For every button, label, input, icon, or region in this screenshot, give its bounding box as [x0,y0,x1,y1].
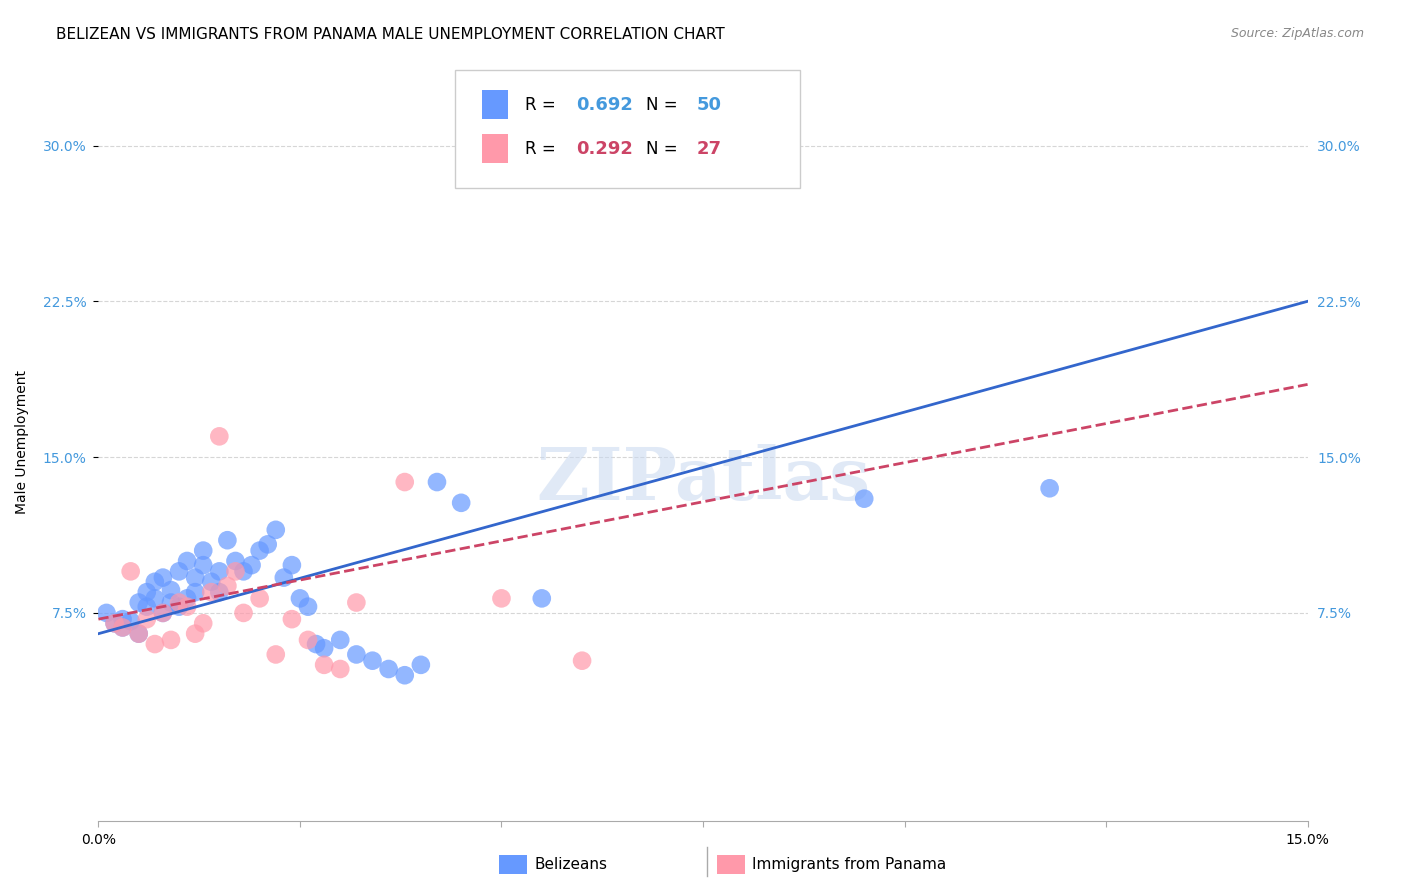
Text: N =: N = [647,96,683,114]
Point [103,616,125,631]
Y-axis label: Male Unemployment: Male Unemployment [15,369,30,514]
Point [200,585,222,599]
Point [240,558,263,573]
Point [394,668,416,682]
Text: ZIPatlas: ZIPatlas [536,444,870,515]
Text: BELIZEAN VS IMMIGRANTS FROM PANAMA MALE UNEMPLOYMENT CORRELATION CHART: BELIZEAN VS IMMIGRANTS FROM PANAMA MALE … [56,27,725,42]
Point [297,632,319,647]
Point [176,554,198,568]
Point [361,654,384,668]
Text: R =: R = [526,96,561,114]
Point [217,579,239,593]
Point [314,641,336,656]
Text: Source: ZipAtlas.com: Source: ZipAtlas.com [1230,27,1364,40]
Point [193,616,215,631]
Point [249,591,271,606]
Point [377,662,399,676]
Point [135,599,157,614]
Point [314,657,336,672]
Point [232,606,254,620]
Point [264,648,287,662]
Point [208,585,231,599]
Text: R =: R = [526,140,561,158]
Point [1039,481,1062,495]
Point [167,595,190,609]
Point [530,591,553,606]
Point [273,571,295,585]
Point [160,583,183,598]
Text: 50: 50 [697,96,721,114]
Point [394,475,416,489]
Point [491,591,513,606]
Point [853,491,876,506]
Text: Immigrants from Panama: Immigrants from Panama [752,857,946,871]
Point [426,475,449,489]
Point [184,585,207,599]
Point [232,565,254,579]
Point [152,571,174,585]
Point [160,632,183,647]
Point [249,543,271,558]
Point [120,614,142,628]
Point [264,523,287,537]
Point [344,648,367,662]
Point [143,574,166,589]
Point [143,591,166,606]
Point [329,632,352,647]
Point [344,595,367,609]
Point [176,599,198,614]
Text: 0.292: 0.292 [576,140,633,158]
Point [103,616,125,631]
Point [193,543,215,558]
Point [111,620,134,634]
Point [176,591,198,606]
Point [193,558,215,573]
Point [256,537,278,551]
Point [200,574,222,589]
Point [409,657,432,672]
Point [450,496,472,510]
Point [297,599,319,614]
Point [167,565,190,579]
Bar [482,135,509,163]
Point [208,565,231,579]
Text: 0.692: 0.692 [576,96,633,114]
Point [135,612,157,626]
Point [128,626,150,640]
Point [208,429,231,443]
Point [143,637,166,651]
Point [224,554,246,568]
Point [167,599,190,614]
Point [152,606,174,620]
Point [184,571,207,585]
Text: Belizeans: Belizeans [534,857,607,871]
Point [288,591,311,606]
Point [224,565,246,579]
Point [111,612,134,626]
Point [128,595,150,609]
Point [120,565,142,579]
Point [571,654,593,668]
Text: 0.0%: 0.0% [82,833,115,847]
Point [281,612,304,626]
Text: N =: N = [647,140,683,158]
Point [128,626,150,640]
Point [305,637,328,651]
Point [160,595,183,609]
Point [152,606,174,620]
Text: 27: 27 [697,140,721,158]
Bar [482,90,509,120]
FancyBboxPatch shape [456,70,800,187]
Point [217,533,239,548]
Point [329,662,352,676]
Point [281,558,304,573]
Point [111,620,134,634]
Point [184,626,207,640]
Point [96,606,118,620]
Text: 15.0%: 15.0% [1285,833,1330,847]
Point [135,585,157,599]
